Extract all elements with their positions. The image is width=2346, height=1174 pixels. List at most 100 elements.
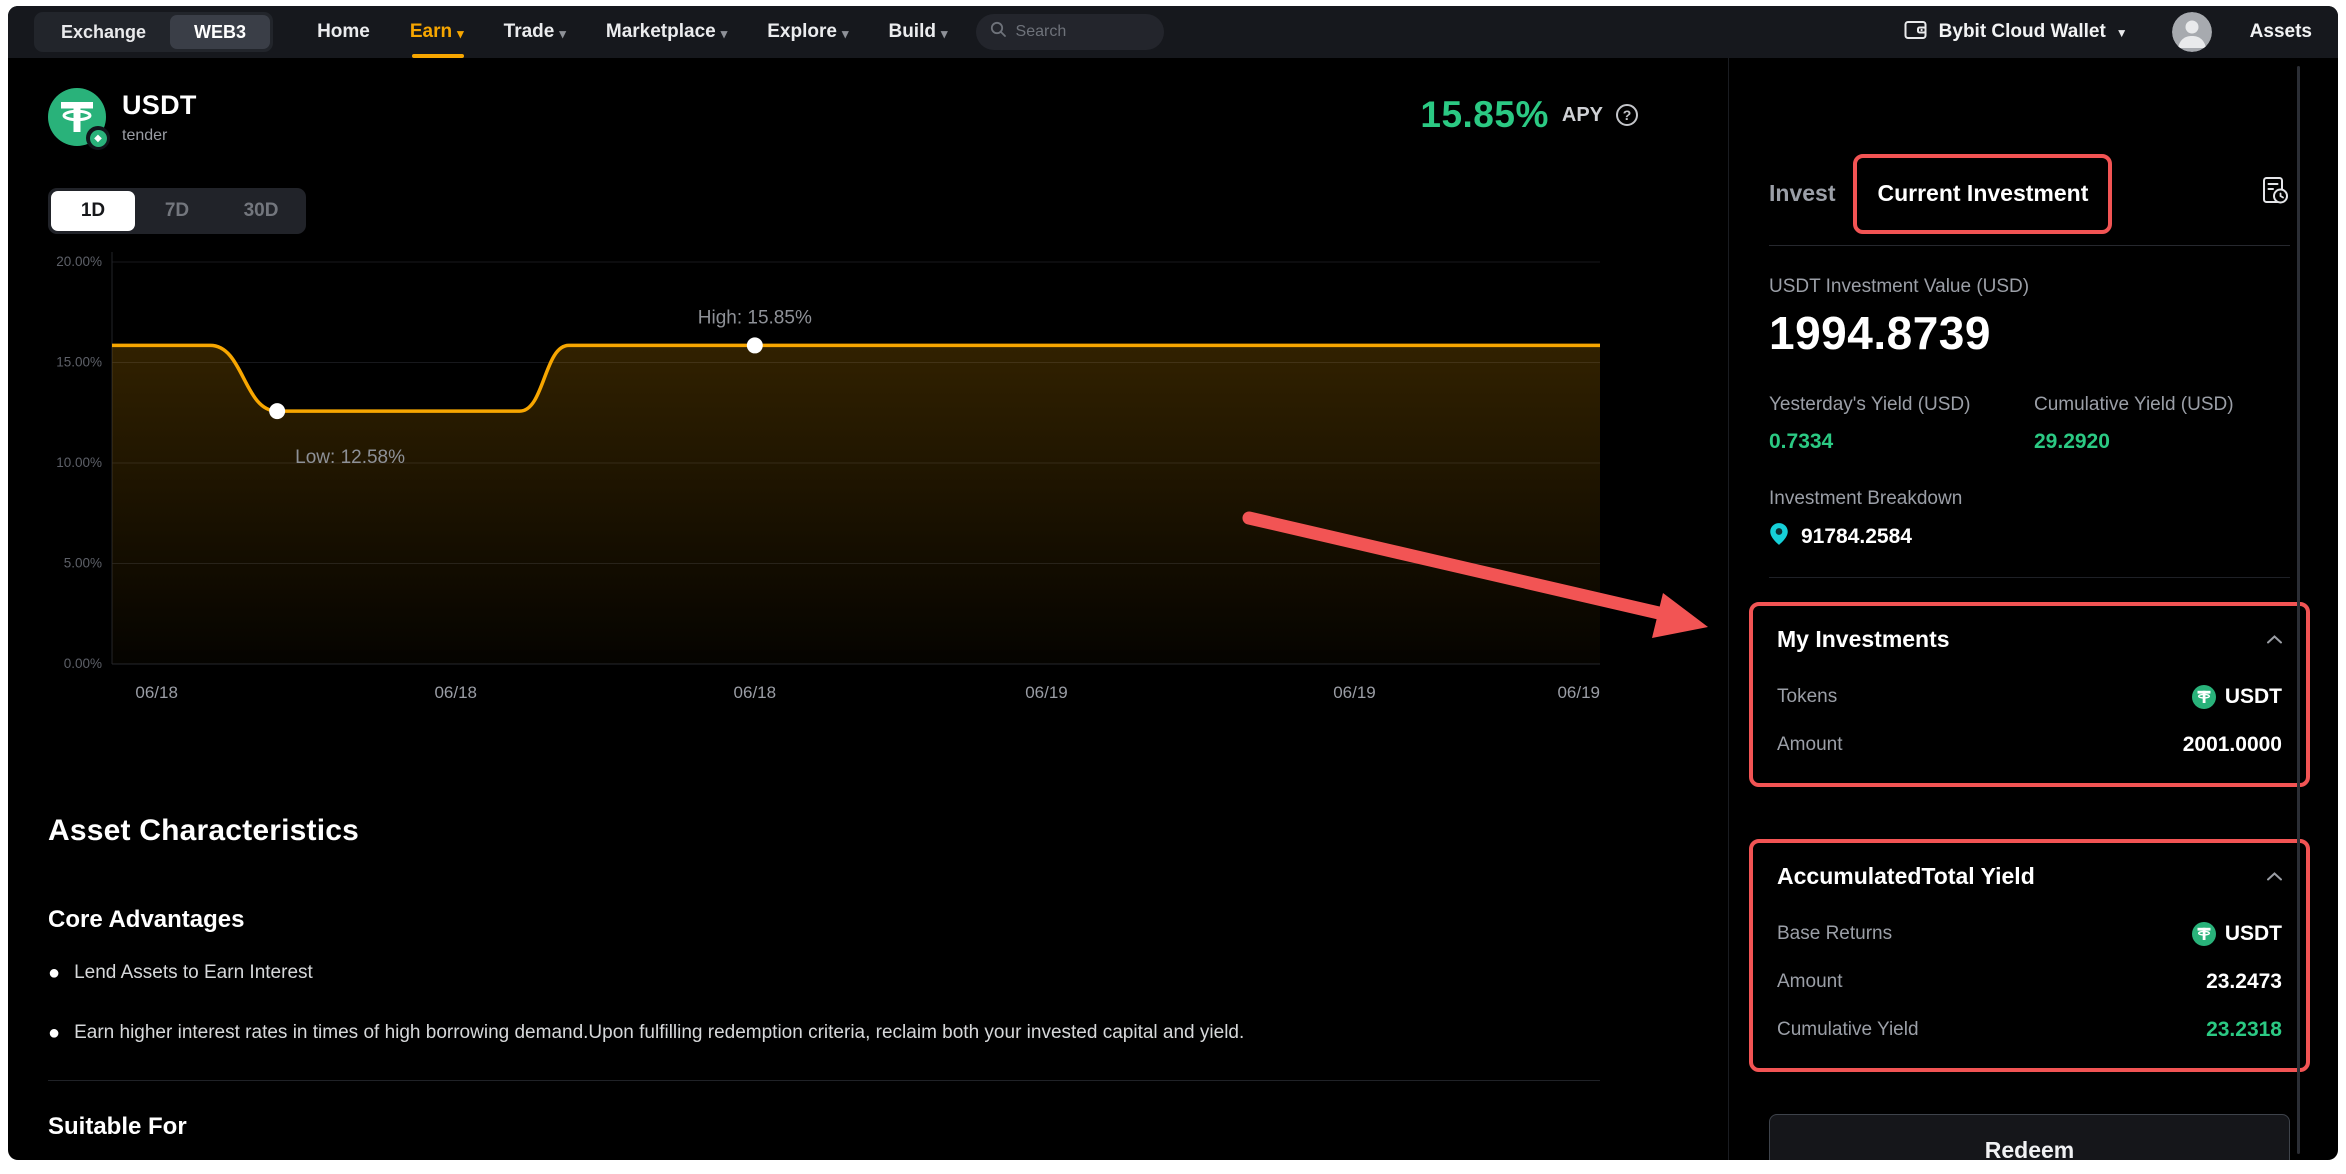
nav-item-label: Build: [888, 21, 936, 42]
svg-text:06/18: 06/18: [135, 683, 178, 702]
search-box[interactable]: [975, 14, 1164, 50]
nav-item-label: Home: [317, 21, 370, 42]
bullet-text: Lend Assets to Earn Interest: [74, 962, 313, 983]
advantage-bullet: ● Lend Assets to Earn Interest: [48, 962, 1608, 984]
svg-text:High: 15.85%: High: 15.85%: [698, 307, 812, 328]
nav-item-label: Earn: [409, 21, 453, 42]
redeem-button[interactable]: Redeem: [1769, 1114, 2290, 1160]
amount-row: Amount 2001.0000: [1777, 733, 2282, 757]
coin-verified-badge: ◆: [86, 126, 110, 150]
base-returns-row: Base Returns USDT: [1777, 922, 2282, 946]
cumulative-yield-label: Cumulative Yield (USD): [2034, 394, 2234, 415]
section-divider: [48, 1080, 1600, 1081]
search-input[interactable]: [1015, 23, 1136, 41]
amount-value: 2001.0000: [2182, 733, 2282, 756]
bullet-dot: ●: [48, 1022, 61, 1044]
accumulated-yield-title: AccumulatedTotal Yield: [1777, 863, 2035, 889]
my-investments-header[interactable]: My Investments: [1777, 626, 2282, 653]
svg-text:20.00%: 20.00%: [56, 254, 102, 269]
apy-block: 15.85% APY ?: [1420, 88, 1638, 136]
apy-label: APY: [1561, 103, 1603, 126]
avatar[interactable]: [2171, 12, 2212, 52]
period-tab-1d[interactable]: 1D: [51, 191, 135, 231]
nav-item-label: Marketplace: [605, 21, 716, 42]
yesterday-yield-label: Yesterday's Yield (USD): [1769, 394, 1971, 415]
investment-value-label: USDT Investment Value (USD): [1769, 276, 2030, 297]
nav-item-label: Explore: [767, 21, 837, 42]
svg-text:5.00%: 5.00%: [64, 556, 102, 571]
active-underline: [411, 54, 464, 58]
base-returns-label: Base Returns: [1777, 923, 1893, 944]
my-investments-title: My Investments: [1777, 626, 1950, 652]
asset-symbol: USDT: [122, 90, 197, 120]
chevron-up-icon[interactable]: [2267, 631, 2282, 649]
accumulated-cy-value: 23.2318: [2206, 1018, 2282, 1041]
wallet-icon: [1904, 19, 1929, 46]
yesterday-yield-value: 0.7334: [1769, 430, 1834, 453]
usdt-coin-icon: ◆: [48, 88, 110, 150]
yesterday-yield: Yesterday's Yield (USD) 0.7334: [1769, 394, 2034, 454]
base-returns-value: USDT: [2191, 922, 2282, 946]
accumulated-cy-label: Cumulative Yield: [1777, 1019, 1919, 1040]
nav-item-marketplace[interactable]: Marketplace ▾: [606, 6, 727, 58]
toggle-web3[interactable]: WEB3: [170, 15, 271, 49]
svg-text:10.00%: 10.00%: [56, 455, 102, 470]
annotation-box-accumulated-yield: AccumulatedTotal Yield Base Returns USDT…: [1749, 839, 2310, 1072]
nav-item-build[interactable]: Build ▾: [888, 6, 947, 58]
tab-invest[interactable]: Invest: [1769, 180, 1836, 206]
help-icon[interactable]: ?: [1616, 104, 1638, 126]
section-title: Asset Characteristics: [48, 814, 360, 847]
svg-text:0.00%: 0.00%: [64, 656, 102, 671]
chevron-down-icon: ▾: [559, 25, 566, 41]
cumulative-yield-value: 29.2920: [2034, 430, 2110, 453]
asset-subtitle: tender: [122, 127, 168, 144]
investment-value: 1994.8739: [1769, 307, 1991, 359]
nav-item-earn[interactable]: Earn ▾: [410, 6, 464, 58]
tokens-row: Tokens USDT: [1777, 685, 2282, 709]
asset-names: USDT tender: [122, 88, 197, 145]
period-tab-30d[interactable]: 30D: [243, 200, 279, 221]
nav-item-assets[interactable]: Assets: [2249, 21, 2312, 42]
scrollbar[interactable]: [2297, 66, 2300, 1154]
tokens-value: USDT: [2191, 685, 2282, 709]
advantage-bullet: ● Earn higher interest rates in times of…: [48, 1022, 1608, 1044]
bullet-dot: ●: [48, 962, 61, 984]
accumulated-amount-row: Amount 23.2473: [1777, 970, 2282, 994]
asset-header: ◆ USDT tender 15.85% APY ?: [48, 88, 1688, 150]
period-tab-7d[interactable]: 7D: [164, 200, 190, 221]
chevron-down-icon: ▾: [720, 25, 728, 41]
accumulated-amount-value: 23.2473: [2206, 970, 2282, 993]
accumulated-amount-label: Amount: [1777, 971, 1843, 992]
nav-item-trade[interactable]: Trade ▾: [504, 6, 566, 58]
wallet-label: Bybit Cloud Wallet: [1938, 21, 2106, 42]
investment-breakdown-row: 91784.2584: [1769, 522, 2290, 551]
chevron-down-icon: ▾: [841, 25, 849, 41]
nav-right: Bybit Cloud Wallet ▼ Assets: [1904, 12, 2312, 52]
apy-line-chart[interactable]: 0.00% 5.00% 10.00% 15.00% 20.00% 06/18 06/18 06…: [48, 240, 1608, 710]
panel-divider: [1769, 577, 2290, 578]
nav-items: Home Earn ▾ Trade ▾ Marketplace ▾ Explor…: [317, 6, 948, 58]
asset-detail-column: ◆ USDT tender 15.85% APY ? 1D 7D 30D 0.0…: [8, 58, 1728, 1160]
accumulated-cy-row: Cumulative Yield 23.2318: [1777, 1018, 2282, 1042]
amount-label: Amount: [1777, 734, 1843, 755]
annotation-box-my-investments: My Investments Tokens USDT Amount 2001.0…: [1749, 602, 2310, 787]
chevron-down-icon: ▾: [457, 25, 464, 41]
nav-item-explore[interactable]: Explore ▾: [767, 6, 848, 58]
cumulative-yield: Cumulative Yield (USD) 29.2920: [2034, 394, 2234, 454]
chevron-down-icon: ▼: [2115, 26, 2128, 40]
tab-current-investment[interactable]: Current Investment: [1877, 180, 2089, 206]
chevron-up-icon[interactable]: [2267, 868, 2282, 886]
svg-text:06/19: 06/19: [1557, 683, 1600, 702]
investment-breakdown-label: Investment Breakdown: [1769, 488, 1963, 509]
nav-item-label: Trade: [503, 21, 555, 42]
investment-breakdown-value: 91784.2584: [1801, 524, 1912, 548]
yield-row: Yesterday's Yield (USD) 0.7334 Cumulativ…: [1769, 394, 2290, 454]
svg-text:06/19: 06/19: [1025, 683, 1068, 702]
svg-text:15.00%: 15.00%: [56, 355, 102, 370]
order-history-icon[interactable]: [2260, 175, 2290, 212]
nav-item-home[interactable]: Home: [317, 6, 370, 58]
accumulated-yield-header[interactable]: AccumulatedTotal Yield: [1777, 863, 2282, 890]
wallet-menu[interactable]: Bybit Cloud Wallet ▼: [1904, 19, 2128, 46]
toggle-exchange[interactable]: Exchange: [61, 21, 147, 42]
chart-period-tabs: 1D 7D 30D: [48, 188, 306, 234]
